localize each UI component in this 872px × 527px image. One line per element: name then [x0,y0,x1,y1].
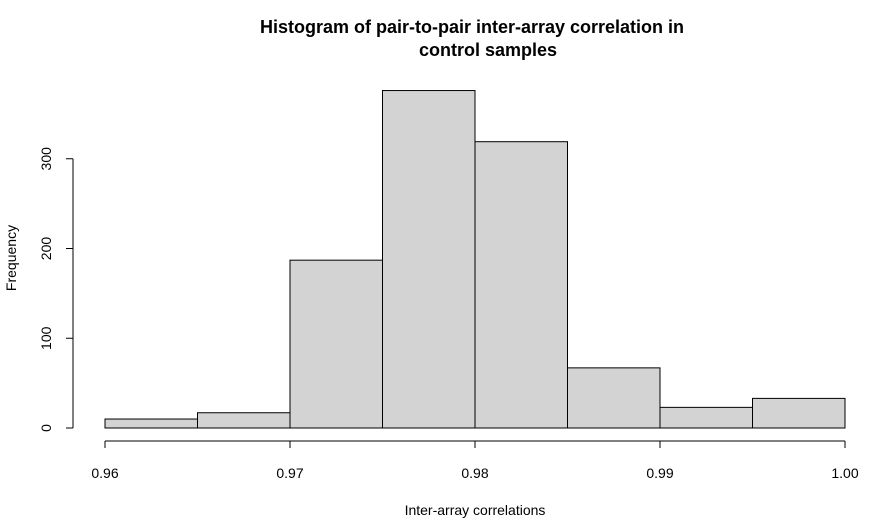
histogram-bar-1 [104,418,198,429]
x-axis-label: Inter-array correlations [405,502,546,518]
histogram-bar-8 [752,397,846,429]
x-tick-label: 0.96 [91,465,118,481]
chart-title-line-1: Histogram of pair-to-pair inter-array co… [260,17,684,37]
x-tick-label: 0.97 [276,465,303,481]
x-axis-ticks: 0.96 0.97 0.98 0.99 1.00 [91,441,859,481]
y-tick-label: 300 [38,147,54,171]
chart-title-line-2: control samples [419,40,557,60]
histogram-bar-7 [659,406,753,429]
x-tick-label: 0.98 [461,465,488,481]
x-tick-label: 0.99 [646,465,673,481]
y-axis-label: Frequency [3,225,19,291]
y-tick-label: 200 [38,237,54,261]
histogram-bar-2 [197,412,291,429]
histogram-bar-6 [567,367,661,429]
y-axis-ticks: 0 100 200 300 [38,147,73,432]
histogram-bars [104,90,846,429]
histogram-bar-5 [474,141,568,429]
histogram-bar-4 [382,90,476,429]
y-tick-label: 100 [38,326,54,350]
histogram-bar-3 [289,259,383,429]
x-tick-label: 1.00 [831,465,858,481]
y-tick-label: 0 [38,424,54,432]
